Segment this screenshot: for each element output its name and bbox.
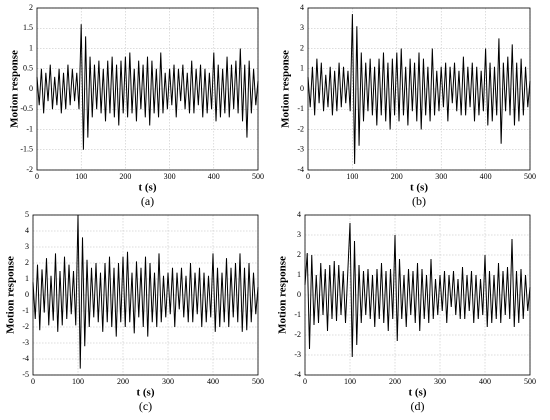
x-tick-label: 400 bbox=[208, 172, 220, 181]
x-tick-label: 200 bbox=[391, 172, 403, 181]
line-series bbox=[307, 14, 531, 164]
y-axis-label: Motion response bbox=[277, 256, 289, 334]
y-tick-label: 2 bbox=[25, 258, 29, 267]
plot-frame bbox=[32, 214, 259, 376]
y-tick-label: -3 bbox=[297, 145, 304, 154]
x-tick-label: 200 bbox=[117, 377, 129, 386]
x-axis-label: t (s) bbox=[138, 182, 156, 194]
x-tick-label: 0 bbox=[303, 377, 307, 386]
x-tick-label: 400 bbox=[479, 377, 491, 386]
y-axis-label: Motion response bbox=[280, 50, 292, 128]
x-tick-label: 0 bbox=[35, 172, 39, 181]
x-tick-label: 100 bbox=[72, 377, 84, 386]
line-series bbox=[304, 222, 531, 358]
caption: (c) bbox=[139, 399, 152, 413]
x-tick-label: 500 bbox=[252, 377, 264, 386]
y-tick-label: 1 bbox=[25, 274, 29, 283]
y-tick-label: -1 bbox=[22, 306, 29, 315]
x-tick-label: 500 bbox=[524, 377, 536, 386]
x-tick-label: 0 bbox=[31, 377, 35, 386]
y-tick-label: -0.5 bbox=[20, 104, 33, 113]
plot-frame bbox=[36, 7, 259, 171]
x-tick-label: 300 bbox=[162, 377, 174, 386]
x-axis-label: t (s) bbox=[410, 182, 428, 194]
y-axis-label: Motion response bbox=[5, 256, 17, 334]
x-tick-label: 100 bbox=[75, 172, 87, 181]
y-tick-label: 0 bbox=[25, 290, 29, 299]
x-tick-label: 400 bbox=[207, 377, 219, 386]
y-tick-label: 2 bbox=[297, 250, 301, 259]
x-tick-label: 500 bbox=[252, 172, 264, 181]
y-tick-label: -3 bbox=[22, 338, 29, 347]
x-axis-label: t (s) bbox=[136, 387, 154, 399]
y-tick-label: -2 bbox=[22, 322, 29, 331]
y-tick-label: 4 bbox=[25, 226, 29, 235]
x-tick-label: 200 bbox=[389, 377, 401, 386]
x-tick-label: 500 bbox=[524, 172, 536, 181]
y-tick-label: 1 bbox=[297, 270, 301, 279]
y-tick-label: 0 bbox=[297, 290, 301, 299]
y-tick-label: 0 bbox=[29, 84, 33, 93]
y-tick-label: 4 bbox=[297, 210, 301, 219]
y-tick-label: 4 bbox=[300, 3, 304, 12]
y-tick-label: -1 bbox=[297, 104, 304, 113]
y-tick-label: -4 bbox=[297, 165, 304, 174]
x-tick-label: 200 bbox=[119, 172, 131, 181]
y-tick-label: -4 bbox=[22, 354, 29, 363]
y-tick-label: -2 bbox=[26, 165, 33, 174]
y-axis-label: Motion response bbox=[9, 50, 21, 128]
line-series bbox=[36, 24, 259, 150]
y-tick-label: 2 bbox=[300, 43, 304, 52]
y-tick-label: -4 bbox=[294, 370, 301, 379]
y-tick-label: 3 bbox=[25, 242, 29, 251]
y-tick-label: 3 bbox=[297, 230, 301, 239]
x-tick-label: 300 bbox=[434, 377, 446, 386]
y-tick-label: -1 bbox=[26, 124, 33, 133]
x-tick-label: 300 bbox=[435, 172, 447, 181]
y-tick-label: 1 bbox=[300, 64, 304, 73]
x-tick-label: 0 bbox=[306, 172, 310, 181]
y-tick-label: -2 bbox=[297, 124, 304, 133]
y-tick-label: -2 bbox=[294, 330, 301, 339]
caption: (b) bbox=[412, 194, 426, 208]
y-tick-label: 2 bbox=[29, 3, 33, 12]
plot-frame bbox=[307, 7, 531, 171]
y-tick-label: -5 bbox=[22, 370, 29, 379]
y-tick-label: -1 bbox=[294, 310, 301, 319]
y-tick-label: 5 bbox=[25, 210, 29, 219]
y-tick-label: -1.5 bbox=[20, 145, 33, 154]
plot-frame bbox=[304, 214, 531, 376]
caption: (a) bbox=[141, 194, 154, 208]
y-tick-label: 1 bbox=[29, 43, 33, 52]
x-tick-label: 400 bbox=[480, 172, 492, 181]
y-tick-label: -3 bbox=[294, 350, 301, 359]
y-tick-label: 0.5 bbox=[23, 64, 33, 73]
x-axis-label: t (s) bbox=[408, 387, 426, 399]
y-tick-label: 0 bbox=[300, 84, 304, 93]
x-tick-label: 100 bbox=[344, 377, 356, 386]
y-tick-label: 3 bbox=[300, 23, 304, 32]
y-tick-label: 1.5 bbox=[23, 23, 33, 32]
line-series bbox=[32, 214, 259, 369]
x-tick-label: 100 bbox=[346, 172, 358, 181]
caption: (d) bbox=[411, 399, 425, 413]
x-tick-label: 300 bbox=[164, 172, 176, 181]
